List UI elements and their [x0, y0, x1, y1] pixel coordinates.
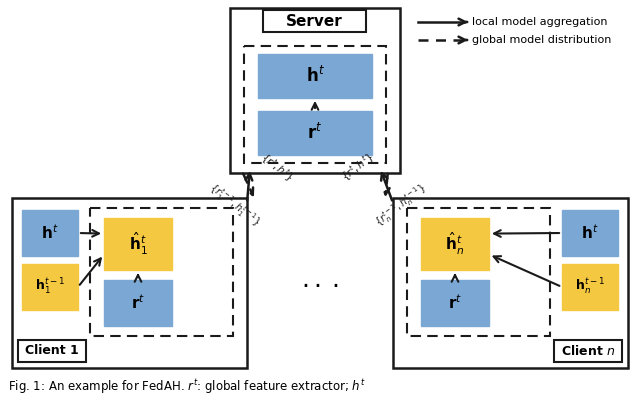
Text: $\hat{\mathbf{h}}_1^t$: $\hat{\mathbf{h}}_1^t$	[129, 231, 147, 257]
Bar	[258, 111, 372, 155]
Bar	[104, 218, 172, 270]
Text: $\hat{\mathbf{h}}_n^t$: $\hat{\mathbf{h}}_n^t$	[445, 231, 465, 257]
Bar	[421, 280, 489, 326]
Bar	[18, 340, 86, 362]
Bar	[258, 54, 372, 98]
Text: $\{r^t, h^t\}$: $\{r^t, h^t\}$	[339, 150, 378, 185]
Text: global model distribution: global model distribution	[472, 35, 611, 45]
Text: local model aggregation: local model aggregation	[472, 17, 607, 27]
Bar	[90, 208, 233, 336]
Bar	[12, 198, 247, 368]
Bar	[263, 10, 366, 32]
Bar	[22, 210, 78, 256]
Bar	[230, 8, 400, 173]
Text: $\mathbf{h}^t$: $\mathbf{h}^t$	[305, 66, 324, 86]
Bar	[421, 218, 489, 270]
Text: $\{r_1^{t-1}, h_1^{t-1}\}$: $\{r_1^{t-1}, h_1^{t-1}\}$	[205, 180, 264, 231]
Bar	[22, 264, 78, 310]
Text: $\{r_n^{t-1}, h_n^{t-1}\}$: $\{r_n^{t-1}, h_n^{t-1}\}$	[371, 180, 430, 231]
Text: $\mathbf{h}_n^{t-1}$: $\mathbf{h}_n^{t-1}$	[575, 277, 605, 297]
Text: Client 1: Client 1	[25, 344, 79, 358]
Bar	[562, 264, 618, 310]
Bar	[554, 340, 622, 362]
Text: $\cdot\cdot\cdot$: $\cdot\cdot\cdot$	[301, 273, 339, 297]
Text: Fig. 1: An example for FedAH. $r^t$: global feature extractor; $h^t$: Fig. 1: An example for FedAH. $r^t$: glo…	[8, 378, 366, 396]
Bar	[393, 198, 628, 368]
Text: $\mathbf{h}_1^{t-1}$: $\mathbf{h}_1^{t-1}$	[35, 277, 65, 297]
Text: $\mathbf{r}^t$: $\mathbf{r}^t$	[307, 123, 323, 143]
Bar	[104, 280, 172, 326]
Bar	[407, 208, 550, 336]
Text: Server: Server	[286, 14, 343, 28]
Text: $\mathbf{h}^t$: $\mathbf{h}^t$	[581, 224, 599, 242]
Text: Client $n$: Client $n$	[561, 344, 615, 358]
Bar	[244, 46, 386, 163]
Bar	[562, 210, 618, 256]
Text: $\mathbf{h}^t$: $\mathbf{h}^t$	[41, 224, 59, 242]
Text: $\{r^t, h^t\}$: $\{r^t, h^t\}$	[257, 150, 296, 185]
Text: $\mathbf{r}^t$: $\mathbf{r}^t$	[131, 294, 145, 312]
Text: $\mathbf{r}^t$: $\mathbf{r}^t$	[448, 294, 462, 312]
